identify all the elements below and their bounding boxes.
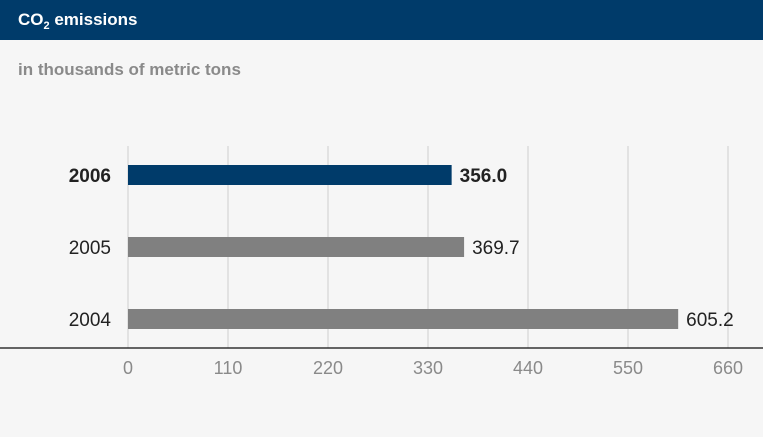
bar-2006 [128,165,452,185]
value-label: 356.0 [460,166,508,187]
chart-subtitle: in thousands of metric tons [18,60,241,79]
bar-2004 [128,309,679,329]
category-label: 2004 [69,310,112,331]
x-tick-label: 660 [713,358,743,378]
x-tick-label: 440 [513,358,543,378]
x-tick-label: 220 [313,358,343,378]
value-label: 369.7 [472,238,520,259]
x-tick-label: 550 [613,358,643,378]
x-tick-label: 0 [123,358,133,378]
category-label: 2006 [69,166,111,187]
chart-header: CO2 emissions [0,0,763,40]
bar-2005 [128,237,465,257]
chart-title: CO2 emissions [18,10,138,32]
value-label: 605.2 [686,310,734,331]
x-tick-label: 110 [214,358,243,378]
category-label: 2005 [69,238,111,259]
x-tick-label: 330 [413,358,443,378]
